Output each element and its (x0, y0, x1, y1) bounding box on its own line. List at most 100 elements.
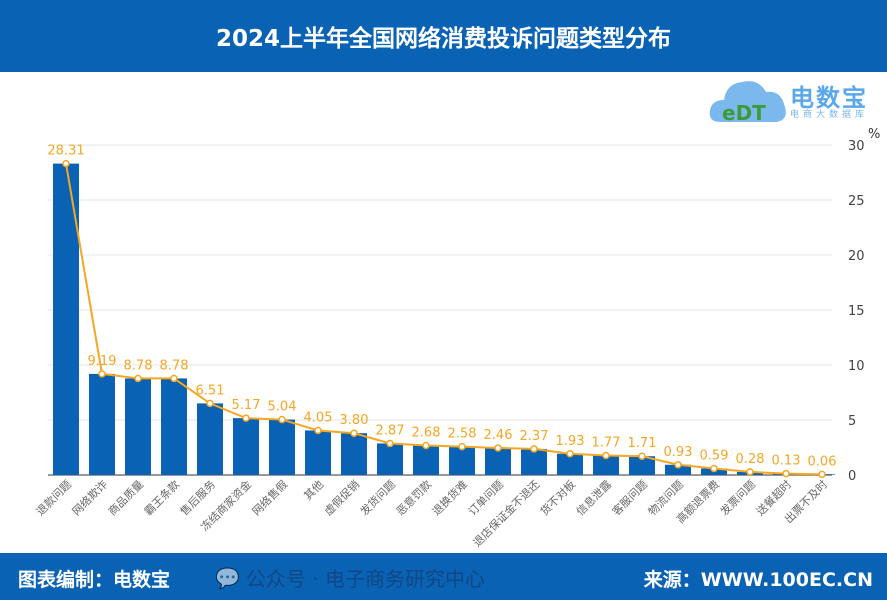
y-tick-label: 30 (848, 139, 865, 154)
line-point (710, 464, 718, 473)
line-point (242, 414, 250, 422)
chart-compiler: 图表编制：电数宝 (18, 569, 171, 591)
wechat-icon: 💬 (215, 565, 240, 590)
bar (53, 163, 79, 475)
x-tick-label: 发票问题 (717, 477, 758, 518)
bar (161, 378, 187, 475)
data-label: 0.06 (808, 454, 837, 469)
data-label: 0.93 (664, 445, 693, 460)
line-point (314, 426, 322, 435)
bar (341, 433, 367, 475)
data-label: 9.19 (88, 354, 117, 369)
line-point (674, 461, 682, 469)
data-label: 2.46 (484, 428, 513, 443)
line-point (494, 444, 502, 452)
line-point (566, 450, 574, 458)
data-label: 2.87 (376, 423, 405, 438)
x-tick-label: 霸王条款 (141, 477, 182, 518)
bar (485, 447, 511, 475)
data-label: 28.31 (47, 144, 84, 159)
x-tick-label: 网络售假 (249, 477, 290, 518)
data-label: 5.17 (232, 398, 261, 413)
bar (413, 445, 439, 475)
bar (377, 443, 403, 475)
bar (557, 453, 583, 475)
y-tick-label: 0 (848, 469, 856, 484)
data-label: 1.77 (592, 436, 621, 451)
x-tick-label: 发货问题 (357, 477, 398, 518)
logo-subtitle: 电商大数据库 (790, 110, 869, 120)
cloud-logo-icon: eDT (709, 81, 786, 125)
bar (197, 403, 223, 475)
line-point (638, 452, 646, 460)
bar (269, 419, 295, 475)
x-tick-label: 其他 (301, 478, 326, 503)
footer: 图表编制：电数宝 💬 公众号 · 电子商务研究中心 来源：WWW.100EC.CN (0, 553, 887, 600)
watermark: 💬 公众号 · 电子商务研究中心 (215, 563, 485, 592)
x-tick-label: 退换货难 (429, 477, 470, 518)
chart-title-bar: 2024上半年全国网络消费投诉问题类型分布 (0, 0, 887, 72)
bar (125, 378, 151, 475)
line-point (278, 415, 286, 424)
line-point (458, 442, 466, 451)
data-label: 8.78 (124, 358, 153, 373)
y-tick-label: 25 (848, 194, 865, 209)
data-label: 1.93 (556, 434, 585, 449)
x-tick-label: 客服问题 (609, 477, 650, 518)
data-label: 8.78 (160, 358, 189, 373)
line-point (62, 159, 70, 168)
data-label: 2.37 (520, 429, 549, 444)
bar (593, 455, 619, 475)
line-point (350, 429, 358, 437)
chart-source: 来源：WWW.100EC.CN (643, 569, 873, 591)
x-tick-label: 退款问题 (33, 477, 74, 518)
data-label: 3.80 (340, 413, 369, 428)
line-point (386, 439, 394, 448)
bar (629, 456, 655, 475)
bar (665, 464, 691, 475)
data-label: 0.59 (700, 449, 729, 464)
logo: eDT 电数宝 电商大数据库 (708, 74, 883, 126)
data-label: 0.13 (772, 454, 801, 469)
x-tick-label: 商品质量 (105, 477, 146, 518)
line-point (422, 441, 430, 450)
line-point (98, 370, 106, 378)
chart: 28.31 9.19 8.78 8.78 6.51 5.17 5.04 4.05 3.80 2.8… (33, 127, 880, 549)
line-point (530, 445, 538, 453)
series-line (65, 163, 823, 476)
y-tick-label: 20 (848, 249, 865, 264)
line-point (134, 374, 142, 383)
y-tick-label: 10 (848, 359, 865, 374)
line-point (170, 374, 178, 383)
x-tick-label: 退店保证金不退还 (470, 477, 542, 549)
bar (521, 448, 547, 475)
data-label: 5.04 (268, 400, 297, 415)
bar (233, 418, 259, 475)
data-label: 1.71 (628, 436, 657, 451)
line-point (782, 469, 790, 478)
y-tick-label: 15 (848, 304, 865, 319)
line-point (746, 468, 754, 476)
svg-text:eDT: eDT (722, 101, 766, 125)
x-tick-label: 网络欺诈 (69, 477, 110, 518)
x-tick-label: 货不对板 (537, 477, 578, 518)
data-label: 6.51 (196, 383, 225, 398)
x-tick-label: 信息泄露 (573, 477, 614, 518)
chart-title: 2024上半年全国网络消费投诉问题类型分布 (215, 26, 671, 52)
logo-name: 电数宝 (790, 84, 868, 112)
line-point (602, 451, 610, 460)
bar (89, 373, 115, 475)
data-label: 0.28 (736, 452, 765, 467)
line-point (206, 399, 214, 408)
data-label: 4.05 (304, 410, 333, 425)
bar (449, 446, 475, 475)
watermark-text: 公众号 · 电子商务研究中心 (245, 567, 485, 591)
y-tick-label: 5 (848, 414, 856, 429)
y-axis-unit: % (868, 127, 880, 142)
bar (305, 430, 331, 475)
line-point (818, 470, 826, 479)
data-label: 2.58 (448, 427, 477, 442)
x-tick-label: 恶意罚款 (393, 477, 434, 518)
x-tick-label: 虚假促销 (321, 477, 362, 518)
data-label: 2.68 (412, 426, 441, 441)
